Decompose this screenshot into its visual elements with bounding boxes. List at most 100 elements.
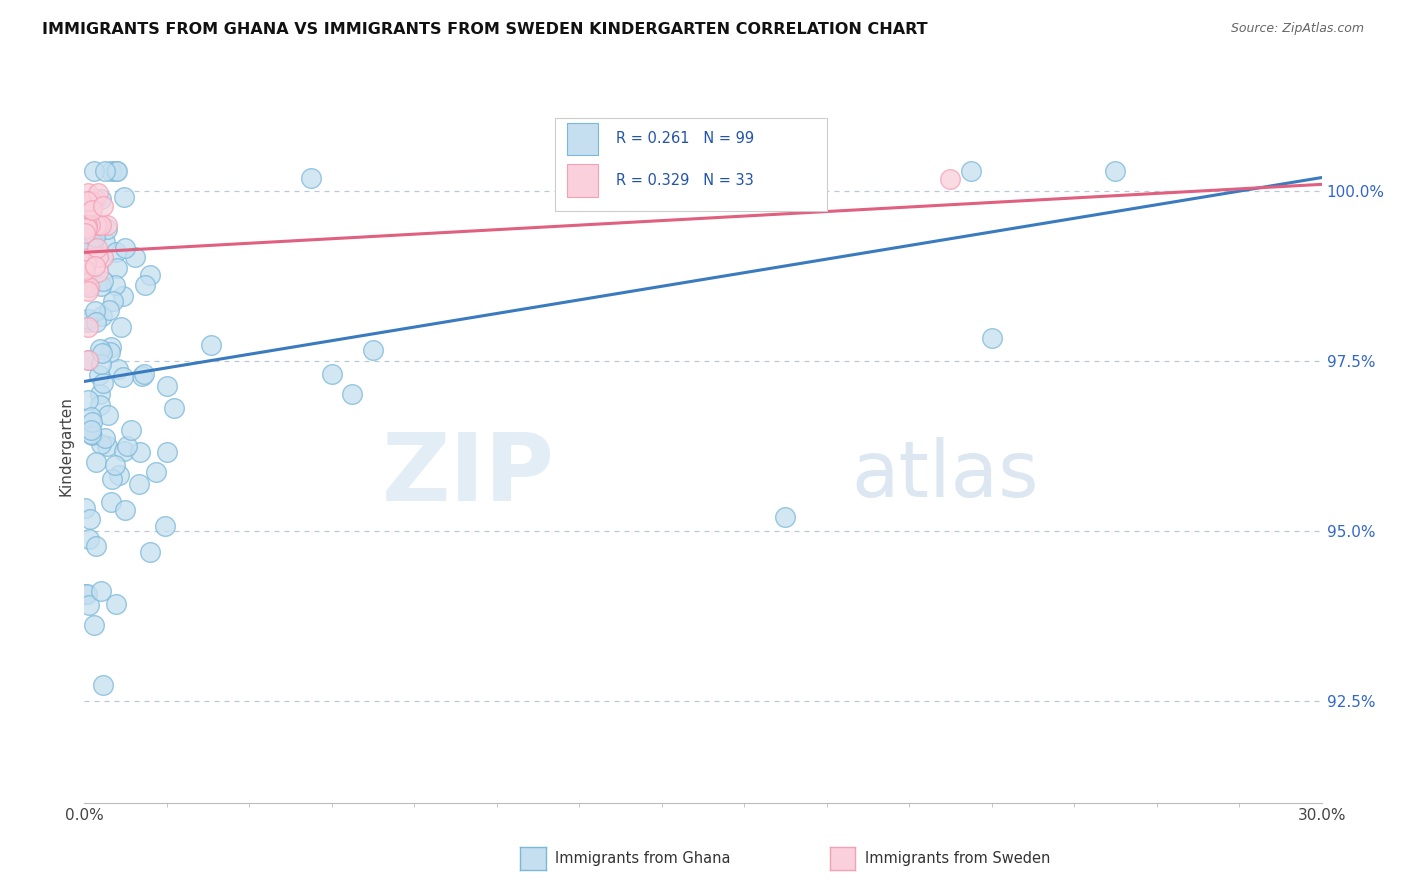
Point	[83, 192, 105, 206]
Point	[79, 218, 101, 232]
Point	[77, 186, 100, 200]
Point	[77, 392, 100, 407]
Point	[114, 503, 136, 517]
Point	[76, 315, 98, 329]
Point	[77, 279, 100, 293]
Point	[75, 276, 97, 290]
Point	[200, 337, 222, 351]
Text: Source: ZipAtlas.com: Source: ZipAtlas.com	[1230, 22, 1364, 36]
Point	[939, 172, 962, 186]
Point	[91, 250, 114, 264]
Point	[114, 241, 136, 255]
Point	[94, 235, 117, 249]
Point	[90, 584, 112, 599]
Point	[76, 285, 98, 299]
Point	[80, 423, 103, 437]
Point	[83, 163, 105, 178]
Point	[89, 387, 111, 401]
Point	[76, 220, 98, 235]
Point	[134, 367, 156, 381]
Point	[86, 539, 108, 553]
Point	[90, 357, 112, 371]
Point	[75, 220, 97, 235]
Point	[77, 598, 100, 612]
Point	[91, 376, 114, 391]
Point	[96, 222, 118, 236]
Point	[79, 275, 101, 289]
Point	[91, 677, 114, 691]
Point	[96, 439, 118, 453]
Text: R = 0.261   N = 99: R = 0.261 N = 99	[616, 131, 755, 146]
Point	[90, 218, 112, 232]
Point	[129, 445, 152, 459]
Point	[80, 199, 103, 213]
Point	[75, 587, 97, 601]
Point	[79, 279, 101, 293]
Point	[77, 533, 100, 547]
Point	[105, 245, 128, 260]
Point	[83, 617, 105, 632]
Point	[131, 369, 153, 384]
Point	[104, 458, 127, 472]
Point	[82, 235, 104, 250]
Point	[138, 268, 160, 283]
Point	[76, 319, 98, 334]
Text: Immigrants from Sweden: Immigrants from Sweden	[865, 852, 1050, 866]
Point	[75, 263, 97, 277]
Point	[87, 265, 110, 279]
Point	[110, 320, 132, 334]
Text: atlas: atlas	[852, 436, 1039, 513]
Point	[80, 194, 103, 209]
Point	[84, 314, 107, 328]
Point	[112, 444, 135, 458]
Point	[83, 259, 105, 273]
Point	[145, 466, 167, 480]
Point	[80, 428, 103, 442]
Point	[139, 545, 162, 559]
Point	[112, 190, 135, 204]
Point	[156, 445, 179, 459]
Point	[75, 255, 97, 269]
Point	[80, 410, 103, 425]
Point	[321, 368, 343, 382]
Point	[90, 192, 112, 206]
Point	[90, 437, 112, 451]
Point	[77, 352, 100, 367]
Y-axis label: Kindergarten: Kindergarten	[58, 396, 73, 496]
Point	[100, 163, 122, 178]
Point	[86, 241, 108, 255]
Point	[112, 288, 135, 302]
Point	[77, 353, 100, 368]
Point	[105, 163, 128, 178]
Point	[775, 509, 797, 524]
Point	[84, 455, 107, 469]
Text: R = 0.329   N = 33: R = 0.329 N = 33	[616, 173, 754, 188]
Point	[76, 587, 98, 601]
Point	[83, 227, 105, 241]
Point	[94, 431, 117, 445]
Point	[342, 387, 364, 401]
Point	[97, 408, 120, 422]
Point	[76, 311, 98, 326]
Point	[80, 426, 103, 441]
Point	[107, 362, 129, 376]
Point	[87, 250, 110, 264]
Point	[112, 370, 135, 384]
Point	[82, 218, 104, 232]
Point	[101, 472, 124, 486]
Point	[89, 398, 111, 412]
Point	[98, 302, 121, 317]
Point	[128, 477, 150, 491]
Point	[76, 218, 98, 232]
Point	[107, 467, 129, 482]
Point	[82, 203, 104, 218]
Point	[980, 330, 1002, 344]
Point	[101, 294, 124, 309]
Point	[75, 241, 97, 255]
Text: IMMIGRANTS FROM GHANA VS IMMIGRANTS FROM SWEDEN KINDERGARTEN CORRELATION CHART: IMMIGRANTS FROM GHANA VS IMMIGRANTS FROM…	[42, 22, 928, 37]
Point	[91, 274, 114, 288]
Point	[75, 500, 97, 515]
Point	[98, 344, 121, 359]
Point	[77, 252, 100, 266]
Point	[80, 415, 103, 429]
